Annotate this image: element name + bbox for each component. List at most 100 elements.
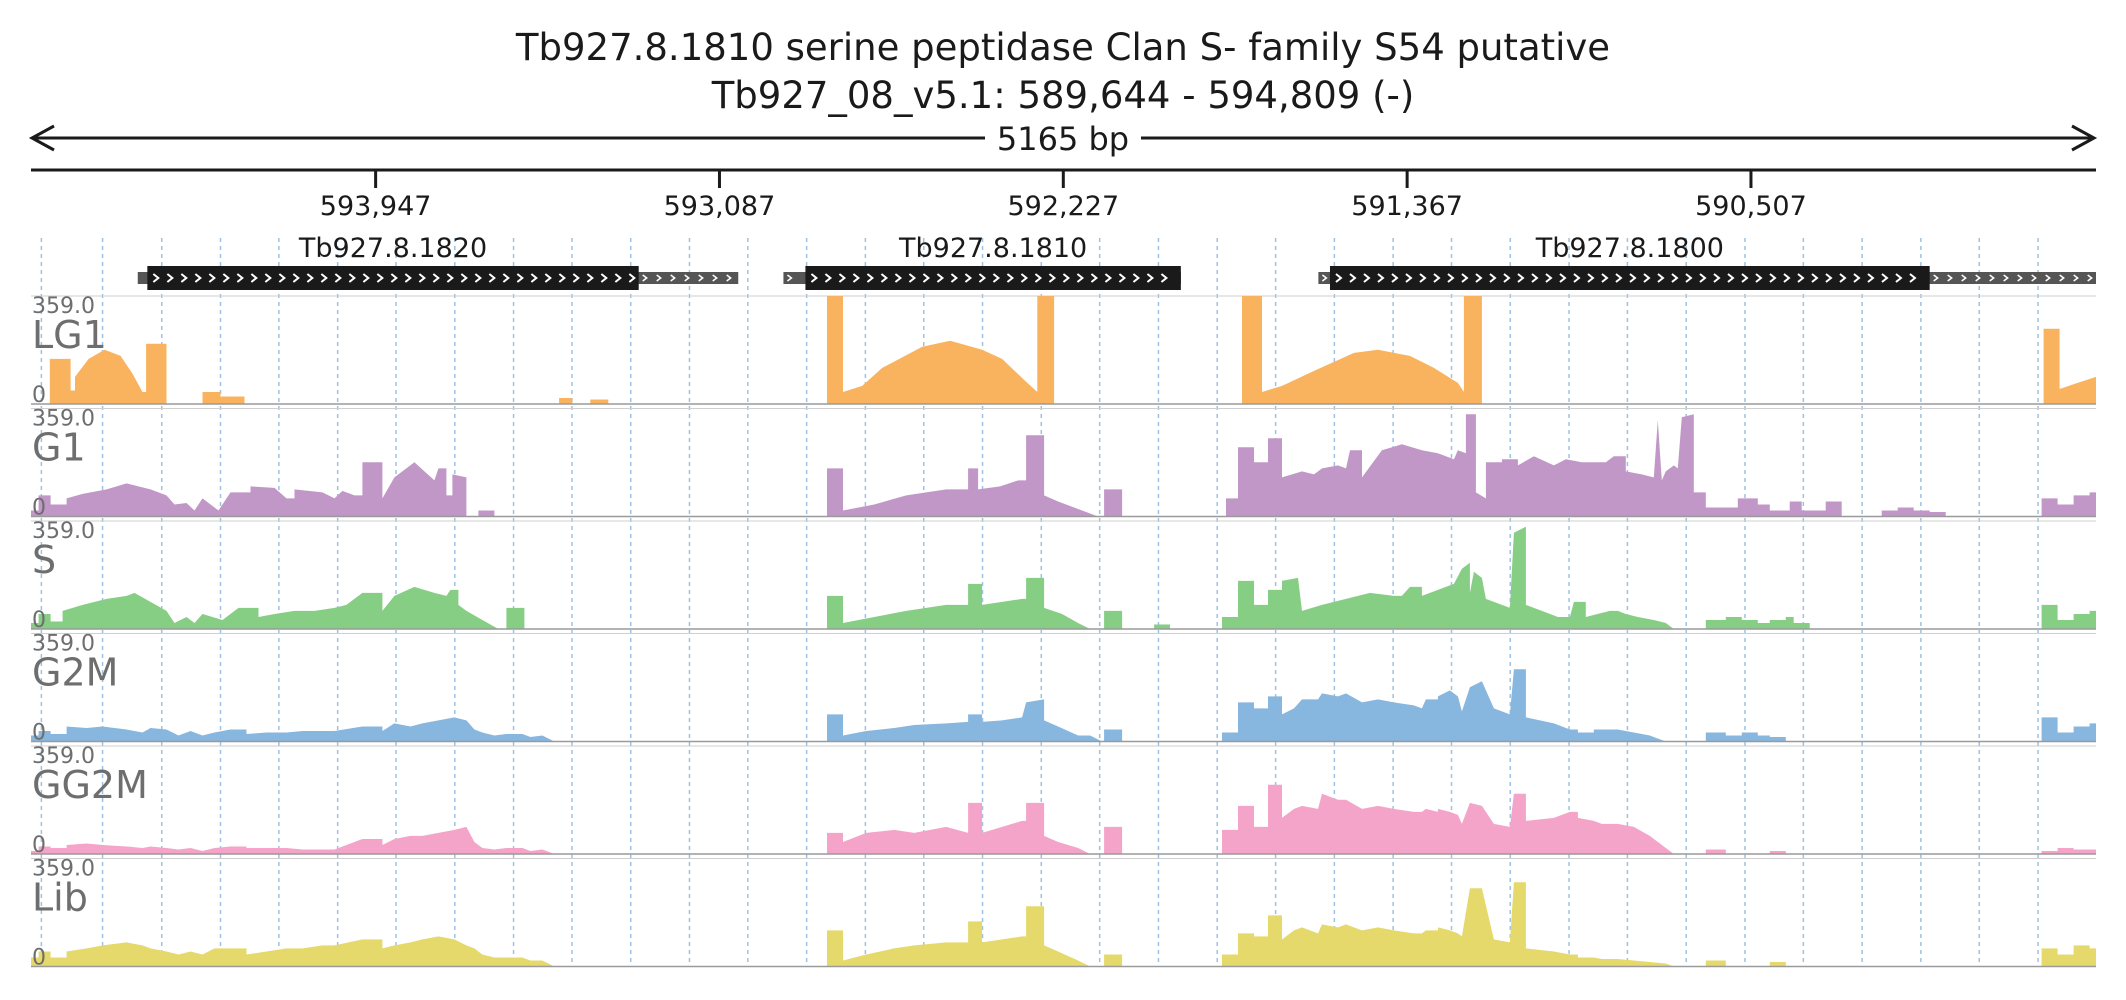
strand-arrow [1391, 273, 1399, 283]
strand-arrow [1363, 273, 1371, 283]
span-left-arrow [28, 124, 55, 152]
strand-arrow [726, 274, 732, 282]
track-max-label: 359.0 [32, 294, 95, 319]
strand-arrow [1881, 273, 1889, 283]
strand-arrow [698, 274, 704, 282]
strand-arrow [1405, 273, 1413, 283]
strand-arrow [922, 273, 931, 283]
strand-arrow [1034, 273, 1043, 283]
strand-arrow [418, 273, 426, 283]
strand-arrow [1559, 273, 1567, 283]
coordinate-ticks: 593,947 593,087 592,227 591,367 590,507 [320, 170, 1807, 222]
strand-arrow [376, 273, 384, 283]
strand-arrow [1643, 273, 1651, 283]
strand-arrow [1076, 273, 1085, 283]
strand-arrow [1853, 273, 1861, 283]
strand-arrow [236, 273, 244, 283]
track-g1: 359.0G1 0 [31, 407, 2096, 521]
strand-arrow [670, 274, 676, 282]
strand-arrow [2045, 274, 2051, 282]
strand-arrow [656, 274, 662, 282]
gene-label: Tb927.8.1820 [298, 233, 487, 264]
strand-arrow [950, 273, 959, 283]
strand-arrow [2031, 274, 2037, 282]
strand-arrow [306, 273, 314, 283]
strand-arrow [1475, 273, 1483, 283]
strand-arrow [614, 273, 622, 283]
strand-arrow [1020, 273, 1029, 283]
strand-arrow [1741, 273, 1749, 283]
strand-arrow [908, 273, 917, 283]
tick-label: 592,227 [1007, 191, 1119, 222]
strand-arrow [1909, 273, 1917, 283]
chart-subtitle: Tb927_08_v5.1: 589,644 - 594,809 (-) [711, 74, 1415, 117]
coverage-tracks: 359.0LG10359.0G10359.0S0359.0G2M0359.0GG… [31, 294, 2096, 971]
track-max-label: 359.0 [32, 407, 95, 432]
strand-arrow [2003, 274, 2009, 282]
strand-arrow [1975, 274, 1981, 282]
strand-arrow [1461, 273, 1469, 283]
strand-arrow [1160, 273, 1169, 283]
strand-arrow [1629, 273, 1637, 283]
strand-arrow [208, 273, 216, 283]
strand-arrow [1062, 273, 1071, 283]
gene-model: Tb927.8.1810 [783, 233, 1181, 290]
span-right-arrow [2071, 124, 2098, 152]
coverage-area [31, 882, 2096, 967]
strand-arrow [1489, 273, 1497, 283]
strand-arrow [880, 273, 889, 283]
coverage-area [31, 296, 2096, 404]
strand-arrow [1587, 273, 1595, 283]
track-max-label: 359.0 [32, 744, 95, 769]
strand-arrow [348, 273, 356, 283]
span-ruler: 5165 bp [28, 120, 2098, 158]
strand-arrow [1671, 273, 1679, 283]
chart-title: Tb927.8.1810 serine peptidase Clan S- fa… [515, 26, 1610, 69]
strand-arrow [334, 273, 342, 283]
strand-arrow [600, 273, 608, 283]
strand-arrow [1933, 274, 1939, 282]
strand-arrow [1699, 273, 1707, 283]
strand-arrow [1419, 273, 1427, 283]
strand-arrow [628, 273, 636, 283]
strand-arrow [460, 273, 468, 283]
strand-arrow [488, 273, 496, 283]
strand-arrow [544, 273, 552, 283]
span-label: 5165 bp [997, 120, 1129, 158]
strand-arrow [1601, 273, 1609, 283]
strand-arrow [362, 273, 370, 283]
track-min-label: 0 [32, 946, 46, 971]
strand-arrow [558, 273, 566, 283]
strand-arrow [516, 273, 524, 283]
strand-arrow [786, 274, 793, 282]
coordinate-axis: 593,947 593,087 592,227 591,367 590,507 [31, 168, 2096, 222]
strand-arrow [194, 273, 202, 283]
track-max-label: 359.0 [32, 857, 95, 882]
gene-cds [1329, 266, 1930, 290]
strand-arrow [1118, 273, 1127, 283]
strand-arrow [474, 273, 482, 283]
strand-arrow [1839, 273, 1847, 283]
strand-arrow [264, 273, 272, 283]
tick-label: 590,507 [1695, 191, 1807, 222]
strand-arrow [446, 273, 454, 283]
strand-arrow [2087, 274, 2093, 282]
strand-arrow [530, 273, 538, 283]
strand-arrow [586, 273, 594, 283]
strand-arrow [2017, 274, 2023, 282]
span-label-bg [985, 120, 1141, 156]
strand-arrow [432, 273, 440, 283]
strand-arrow [1503, 273, 1511, 283]
strand-arrow [502, 273, 510, 283]
strand-arrow [222, 273, 230, 283]
strand-arrow [1685, 273, 1693, 283]
strand-arrow [866, 273, 875, 283]
strand-arrow [894, 273, 903, 283]
tick-label: 593,947 [320, 191, 432, 222]
strand-arrow [1961, 274, 1967, 282]
strand-arrow [1146, 273, 1155, 283]
strand-arrow [572, 273, 580, 283]
track-name: G1 [32, 426, 86, 470]
